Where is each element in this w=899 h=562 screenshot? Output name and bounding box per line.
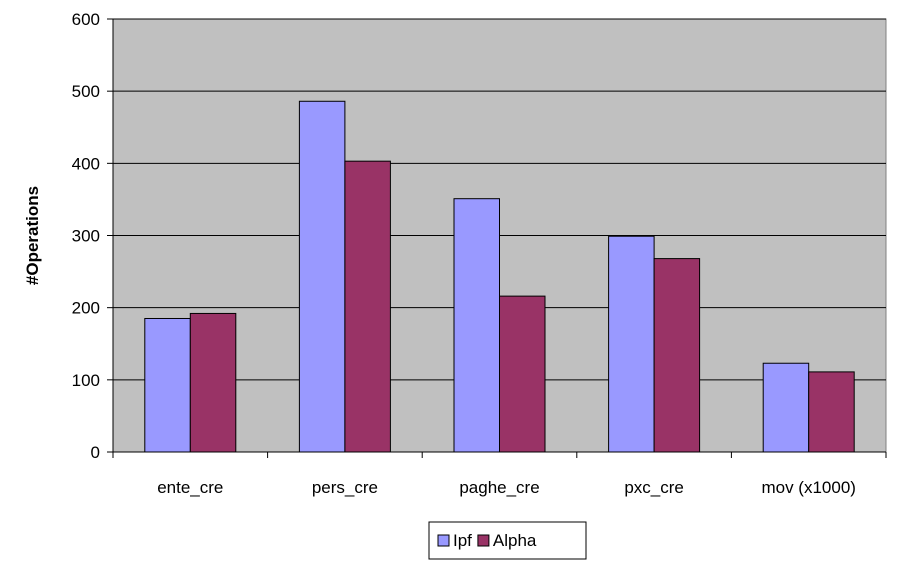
axes — [107, 18, 887, 458]
bar-ipf-4 — [762, 362, 810, 453]
y-axis-label: #Operations — [23, 186, 42, 285]
bars — [144, 100, 855, 453]
legend: Ipf Alpha — [428, 521, 587, 560]
y-tick-label: 300 — [72, 227, 100, 246]
x-tick-label: mov (x1000) — [761, 478, 855, 497]
y-tick-label: 500 — [72, 82, 100, 101]
bar-ipf-1 — [298, 100, 346, 453]
bar-alpha-1 — [344, 160, 391, 453]
x-tick-label: ente_cre — [157, 478, 223, 497]
bar-alpha-2 — [499, 295, 546, 453]
bar-ipf-2 — [453, 198, 500, 453]
gridlines — [113, 18, 886, 381]
legend-label-ipf: Ipf — [453, 531, 472, 550]
legend-label-alpha: Alpha — [493, 531, 537, 550]
bar-alpha-3 — [653, 258, 701, 453]
x-tick-labels: ente_cre pers_cre paghe_cre pxc_cre mov (x10… — [157, 478, 856, 497]
y-tick-label: 100 — [72, 371, 100, 390]
bar-alpha-0 — [189, 312, 237, 453]
x-tick-label: pxc_cre — [624, 478, 684, 497]
y-tick-label: 600 — [72, 10, 100, 29]
x-tick-label: pers_cre — [312, 478, 378, 497]
x-tick-label: paghe_cre — [459, 478, 539, 497]
bar-ipf-3 — [608, 235, 655, 453]
bar-alpha-4 — [808, 371, 855, 453]
y-tick-label: 400 — [72, 154, 100, 173]
legend-box — [428, 521, 587, 560]
y-tick-label: 0 — [91, 443, 100, 462]
y-tick-labels: 0 100 200 300 400 500 600 — [72, 10, 100, 462]
y-tick-label: 200 — [72, 299, 100, 318]
legend-swatch-alpha — [477, 534, 490, 547]
bar-ipf-0 — [144, 317, 191, 453]
legend-swatch-ipf — [437, 534, 450, 547]
